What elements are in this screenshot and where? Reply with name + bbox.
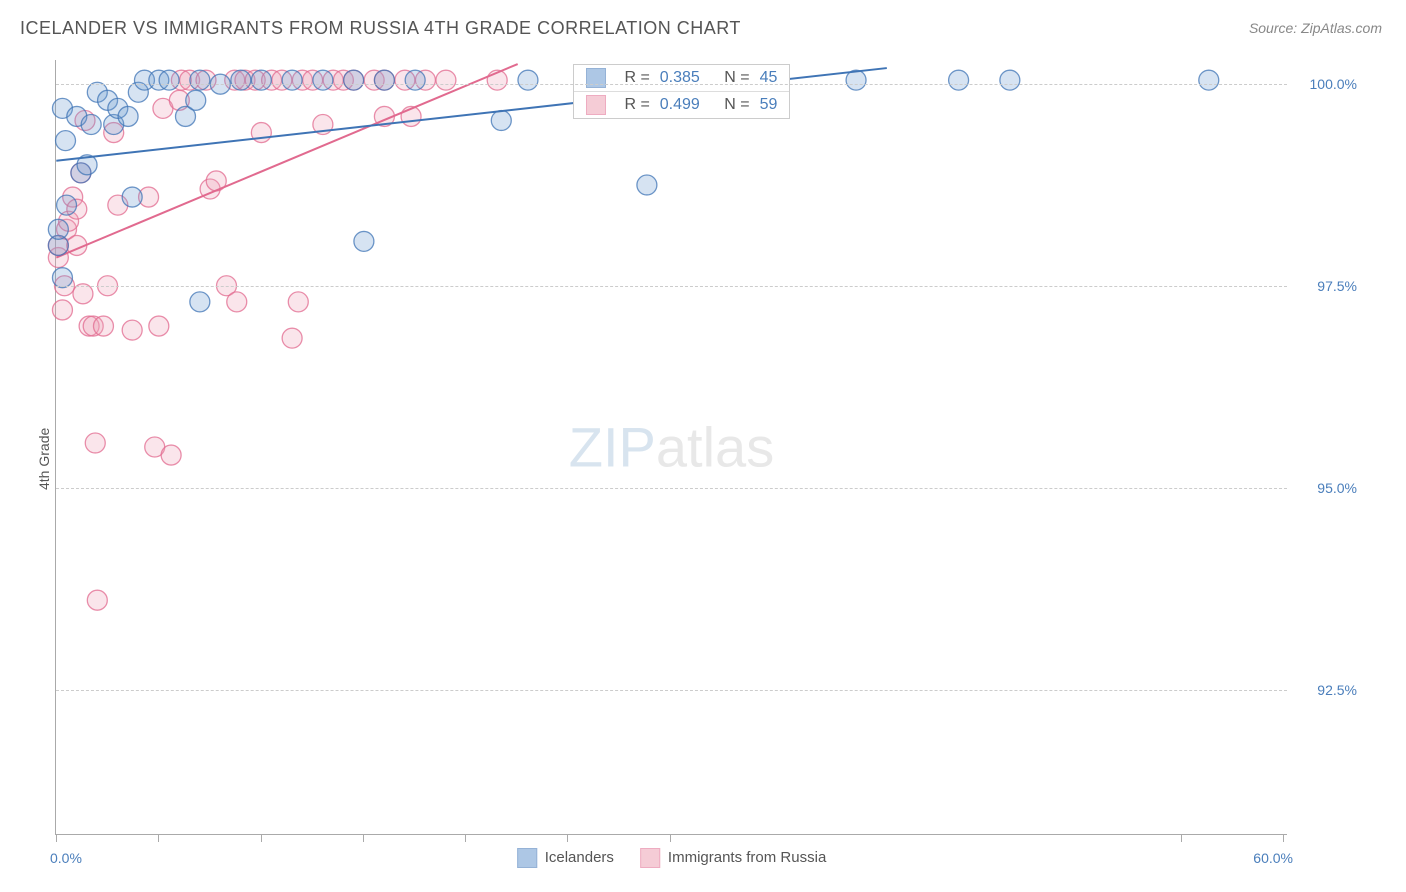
y-tick-label: 97.5% <box>1297 278 1357 294</box>
scatter-point <box>1199 70 1219 90</box>
y-tick-label: 92.5% <box>1297 682 1357 698</box>
scatter-point <box>85 433 105 453</box>
y-tick-label: 95.0% <box>1297 480 1357 496</box>
y-tick-label: 100.0% <box>1297 76 1357 92</box>
legend-swatch-a2 <box>517 848 537 868</box>
scatter-point <box>52 268 72 288</box>
scatter-point <box>122 320 142 340</box>
legend-bottom: Icelanders Immigrants from Russia <box>517 848 827 868</box>
scatter-point <box>159 70 179 90</box>
y-axis-label: 4th Grade <box>36 428 52 490</box>
stats-row-a: R = 0.385 N = 45 <box>574 65 789 91</box>
scatter-point <box>118 106 138 126</box>
scatter-point <box>93 316 113 336</box>
scatter-point <box>227 292 247 312</box>
x-tick <box>1283 834 1284 842</box>
legend-item-a: Icelanders <box>517 848 614 868</box>
scatter-point <box>313 70 333 90</box>
x-tick <box>158 834 159 842</box>
scatter-point <box>949 70 969 90</box>
x-tick <box>56 834 57 842</box>
scatter-point <box>57 195 77 215</box>
scatter-point <box>282 70 302 90</box>
scatter-point <box>56 131 76 151</box>
scatter-point <box>161 445 181 465</box>
scatter-point <box>344 70 364 90</box>
scatter-point <box>405 70 425 90</box>
scatter-svg <box>56 60 1287 834</box>
x-tick <box>261 834 262 842</box>
scatter-point <box>149 316 169 336</box>
scatter-point <box>52 300 72 320</box>
scatter-point <box>491 110 511 130</box>
chart-title: ICELANDER VS IMMIGRANTS FROM RUSSIA 4TH … <box>20 18 741 39</box>
scatter-point <box>436 70 456 90</box>
scatter-point <box>374 70 394 90</box>
scatter-point <box>518 70 538 90</box>
source-attribution: Source: ZipAtlas.com <box>1249 20 1382 36</box>
scatter-point <box>251 70 271 90</box>
x-tick <box>670 834 671 842</box>
scatter-point <box>87 590 107 610</box>
gridline-h <box>56 286 1287 287</box>
scatter-point <box>122 187 142 207</box>
scatter-point <box>231 70 251 90</box>
stats-row-b: R = 0.499 N = 59 <box>574 91 789 118</box>
scatter-point <box>282 328 302 348</box>
gridline-h <box>56 488 1287 489</box>
legend-item-b: Immigrants from Russia <box>640 848 826 868</box>
plot-area: ZIPatlas R = 0.385 N = 45 R = 0.499 N = … <box>55 60 1287 835</box>
x-tick <box>1181 834 1182 842</box>
scatter-point <box>186 90 206 110</box>
legend-label-a: Icelanders <box>545 849 614 866</box>
legend-label-b: Immigrants from Russia <box>668 849 826 866</box>
gridline-h <box>56 690 1287 691</box>
x-axis-min-label: 0.0% <box>50 850 82 866</box>
scatter-point <box>190 70 210 90</box>
chart-container: ICELANDER VS IMMIGRANTS FROM RUSSIA 4TH … <box>0 0 1406 892</box>
stats-r-value-b: 0.499 <box>660 96 700 114</box>
stats-n-value-b: 59 <box>760 96 778 114</box>
scatter-point <box>637 175 657 195</box>
scatter-point <box>190 292 210 312</box>
x-tick <box>465 834 466 842</box>
scatter-point <box>48 219 68 239</box>
x-axis-max-label: 60.0% <box>1253 850 1293 866</box>
trend-line <box>56 64 517 258</box>
legend-swatch-b2 <box>640 848 660 868</box>
stats-legend-box: R = 0.385 N = 45 R = 0.499 N = 59 <box>573 64 790 119</box>
scatter-point <box>1000 70 1020 90</box>
gridline-h <box>56 84 1287 85</box>
stats-r-label: R = <box>624 96 649 114</box>
legend-swatch-b <box>586 95 606 115</box>
scatter-point <box>288 292 308 312</box>
stats-n-label: N = <box>724 96 749 114</box>
x-tick <box>363 834 364 842</box>
scatter-point <box>354 231 374 251</box>
scatter-point <box>81 115 101 135</box>
x-tick <box>567 834 568 842</box>
